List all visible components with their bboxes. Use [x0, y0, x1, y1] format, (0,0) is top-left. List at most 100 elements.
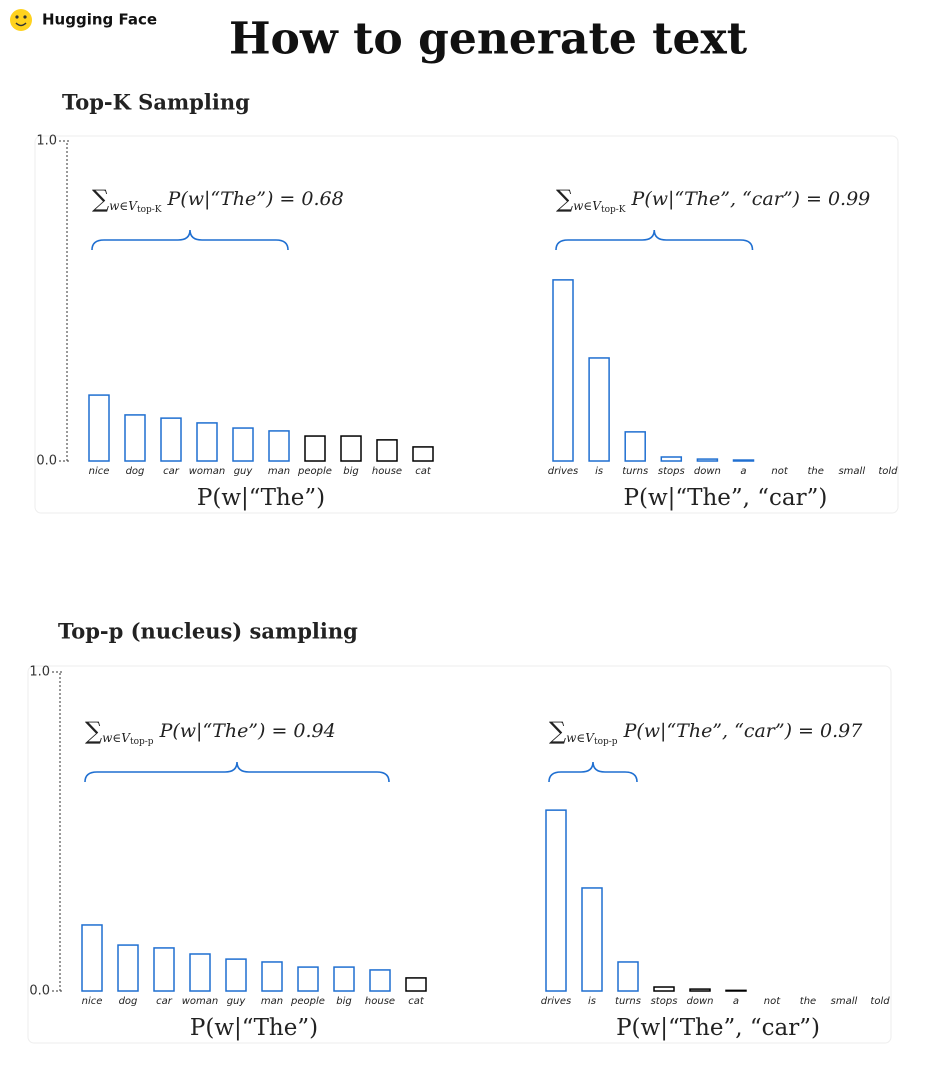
- x-tick-label: big: [336, 996, 351, 1007]
- logo-mouth: [15, 22, 27, 27]
- x-tick-label: the: [800, 996, 816, 1007]
- x-tick-label: is: [595, 466, 603, 477]
- x-tick-label: people: [290, 996, 325, 1007]
- x-tick-label: car: [163, 466, 180, 477]
- bar: [340, 435, 362, 462]
- logo-eye: [23, 15, 27, 19]
- bar: [232, 427, 254, 462]
- bar: [153, 947, 175, 992]
- brace: [555, 229, 754, 251]
- x-tick-label: turns: [622, 466, 648, 477]
- x-axis-label: P(w|“The”, “car”): [624, 485, 828, 511]
- logo-eye: [15, 15, 19, 19]
- annotation-part: P(w|“The”, “car”) = 0.97: [623, 720, 864, 742]
- y-tick-label: 1.0: [36, 134, 57, 149]
- bar: [88, 394, 110, 462]
- x-tick-label: is: [588, 996, 596, 1007]
- x-tick-label: stops: [658, 466, 685, 477]
- x-tick-label: told: [878, 466, 898, 477]
- x-tick-label: guy: [227, 996, 247, 1007]
- figure-panel: [34, 135, 899, 514]
- bar: [624, 431, 646, 462]
- x-tick-label: told: [870, 996, 890, 1007]
- annotation-part: w∈V: [109, 199, 138, 213]
- bar: [333, 966, 355, 992]
- bar: [689, 988, 711, 992]
- x-tick-label: drives: [541, 996, 572, 1007]
- bar: [261, 961, 283, 992]
- x-axis-label: P(w|“The”): [197, 485, 325, 511]
- bar: [225, 958, 247, 992]
- x-tick-label: the: [807, 466, 823, 477]
- logo-text[interactable]: Hugging Face: [42, 11, 157, 29]
- x-tick-label: nice: [89, 466, 110, 477]
- brace: [548, 761, 638, 783]
- x-tick-label: stops: [651, 996, 678, 1007]
- x-tick-label: dog: [126, 466, 145, 477]
- bar: [696, 458, 719, 462]
- annotation-part: top-p: [594, 737, 618, 747]
- x-tick-label: house: [365, 996, 395, 1007]
- x-tick-label: cat: [408, 996, 425, 1007]
- annotation-part: ∑: [549, 717, 566, 745]
- bar: [81, 924, 103, 992]
- x-tick-label: cat: [415, 466, 432, 477]
- bar: [304, 435, 326, 462]
- bar: [268, 430, 290, 462]
- annotation-part: P(w|“The”, “car”) = 0.99: [631, 188, 871, 210]
- annotation-part: top-p: [130, 737, 154, 747]
- bar: [653, 986, 675, 992]
- logo-icon: [10, 9, 32, 31]
- bar: [581, 887, 603, 992]
- x-tick-label: man: [268, 466, 290, 477]
- x-tick-label: a: [740, 466, 746, 477]
- bar: [297, 966, 319, 992]
- bar: [117, 944, 139, 992]
- x-tick-label: dog: [119, 996, 138, 1007]
- bar: [124, 414, 146, 462]
- x-tick-label: people: [297, 466, 332, 477]
- bar: [617, 961, 639, 992]
- x-tick-label: car: [156, 996, 173, 1007]
- bar: [160, 417, 182, 462]
- annotation-part: P(w|“The”) = 0.94: [159, 720, 336, 742]
- x-tick-label: not: [764, 996, 781, 1007]
- annotation-part: top-K: [601, 205, 626, 215]
- x-tick-label: small: [831, 996, 858, 1007]
- x-tick-label: drives: [548, 466, 579, 477]
- x-tick-label: a: [733, 996, 739, 1007]
- bar: [732, 459, 755, 462]
- section-heading: Top-p (nucleus) sampling: [58, 619, 358, 644]
- x-tick-label: man: [261, 996, 283, 1007]
- x-axis-label: P(w|“The”, “car”): [616, 1015, 820, 1041]
- x-tick-label: small: [838, 466, 865, 477]
- bar: [412, 446, 434, 462]
- x-axis-label: P(w|“The”): [190, 1015, 318, 1041]
- annotation: ∑w∈Vtop-p P(w|“The”) = 0.94: [85, 717, 336, 747]
- brace: [84, 761, 390, 783]
- annotation-part: ∑: [85, 717, 102, 745]
- bar: [545, 809, 567, 992]
- annotation-part: ∑: [556, 185, 573, 213]
- y-tick-label: 0.0: [29, 984, 50, 999]
- x-tick-label: woman: [189, 466, 226, 477]
- page-title: How to generate text: [229, 14, 748, 65]
- y-tick-label: 0.0: [36, 454, 57, 469]
- x-tick-label: down: [687, 996, 714, 1007]
- x-tick-label: nice: [82, 996, 103, 1007]
- bar: [660, 456, 683, 462]
- x-tick-label: house: [372, 466, 402, 477]
- x-tick-label: turns: [615, 996, 641, 1007]
- bar: [189, 953, 211, 992]
- bar: [376, 439, 398, 462]
- annotation: ∑w∈Vtop-p P(w|“The”, “car”) = 0.97: [549, 717, 863, 747]
- annotation-part: top-K: [137, 205, 162, 215]
- figure-panel: [27, 665, 892, 1044]
- annotation-part: ∑: [92, 185, 109, 213]
- x-tick-label: big: [343, 466, 358, 477]
- annotation-part: w∈V: [573, 199, 602, 213]
- x-tick-label: woman: [182, 996, 219, 1007]
- bar: [196, 422, 218, 462]
- y-tick-label: 1.0: [29, 665, 50, 680]
